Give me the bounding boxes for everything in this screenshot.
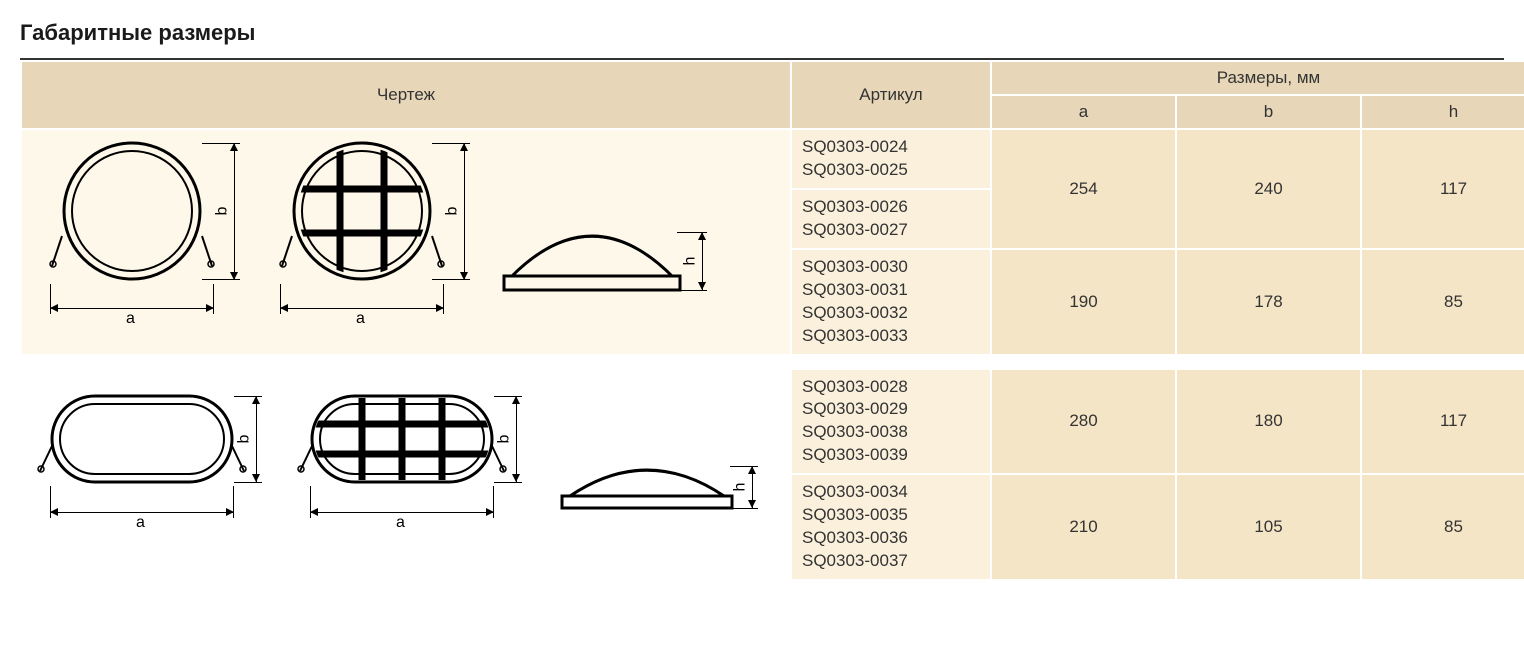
article-code: SQ0303-0029 [802, 398, 980, 421]
dim-a: 280 [991, 369, 1176, 475]
dim-label-b: b [213, 207, 231, 216]
article-code: SQ0303-0031 [802, 279, 980, 302]
dim-label-b: b [235, 434, 253, 443]
dim-b: 180 [1176, 369, 1361, 475]
dim-b: 105 [1176, 474, 1361, 580]
article-code: SQ0303-0035 [802, 504, 980, 527]
col-b: b [1176, 95, 1361, 129]
article-code: SQ0303-0030 [802, 256, 980, 279]
article-code: SQ0303-0026 [802, 196, 980, 219]
dim-h: 117 [1361, 129, 1524, 249]
col-a: a [991, 95, 1176, 129]
dim-label-a: a [396, 514, 405, 532]
header-row-1: Чертеж Артикул Размеры, мм [21, 61, 1524, 95]
col-drawing: Чертеж [21, 61, 791, 129]
oval-grid-icon [292, 376, 512, 506]
dim-label-a: a [356, 310, 365, 328]
article-code: SQ0303-0028 [802, 376, 980, 399]
col-h: h [1361, 95, 1524, 129]
article-cell: SQ0303-0024 SQ0303-0025 [791, 129, 991, 189]
article-code: SQ0303-0038 [802, 421, 980, 444]
dimensions-table: Чертеж Артикул Размеры, мм a b h [20, 60, 1524, 581]
article-code: SQ0303-0037 [802, 550, 980, 573]
dim-a: 210 [991, 474, 1176, 580]
dim-label-b: b [443, 207, 461, 216]
section-title: Габаритные размеры [20, 20, 1504, 46]
dim-h: 85 [1361, 474, 1524, 580]
table-row: a b [21, 369, 1524, 475]
article-cell: SQ0303-0026 SQ0303-0027 [791, 189, 991, 249]
article-code: SQ0303-0024 [802, 136, 980, 159]
separator [21, 355, 1524, 369]
dim-label-a: a [136, 514, 145, 532]
dim-label-h: h [681, 257, 699, 266]
dim-label-a: a [126, 310, 135, 328]
article-code: SQ0303-0027 [802, 219, 980, 242]
dim-a: 190 [991, 249, 1176, 355]
article-code: SQ0303-0034 [802, 481, 980, 504]
article-cell: SQ0303-0030 SQ0303-0031 SQ0303-0032 SQ03… [791, 249, 991, 355]
dim-b: 240 [1176, 129, 1361, 249]
drawing-round: a b [21, 129, 791, 355]
dim-label-h: h [731, 482, 749, 491]
oval-plain-icon [32, 376, 252, 506]
col-dimensions: Размеры, мм [991, 61, 1524, 95]
article-code: SQ0303-0025 [802, 159, 980, 182]
article-cell: SQ0303-0028 SQ0303-0029 SQ0303-0038 SQ03… [791, 369, 991, 475]
dim-label-b: b [495, 434, 513, 443]
article-code: SQ0303-0032 [802, 302, 980, 325]
article-cell: SQ0303-0034 SQ0303-0035 SQ0303-0036 SQ03… [791, 474, 991, 580]
article-code: SQ0303-0033 [802, 325, 980, 348]
round-grid-icon [262, 136, 462, 306]
table-row: a b [21, 129, 1524, 189]
col-article: Артикул [791, 61, 991, 129]
dim-b: 178 [1176, 249, 1361, 355]
round-plain-icon [32, 136, 232, 306]
dome-side-icon [492, 196, 692, 296]
dim-h: 85 [1361, 249, 1524, 355]
article-code: SQ0303-0036 [802, 527, 980, 550]
dim-a: 254 [991, 129, 1176, 249]
drawing-oval: a b [21, 369, 791, 581]
dome-side-low-icon [552, 436, 742, 516]
dim-h: 117 [1361, 369, 1524, 475]
article-code: SQ0303-0039 [802, 444, 980, 467]
